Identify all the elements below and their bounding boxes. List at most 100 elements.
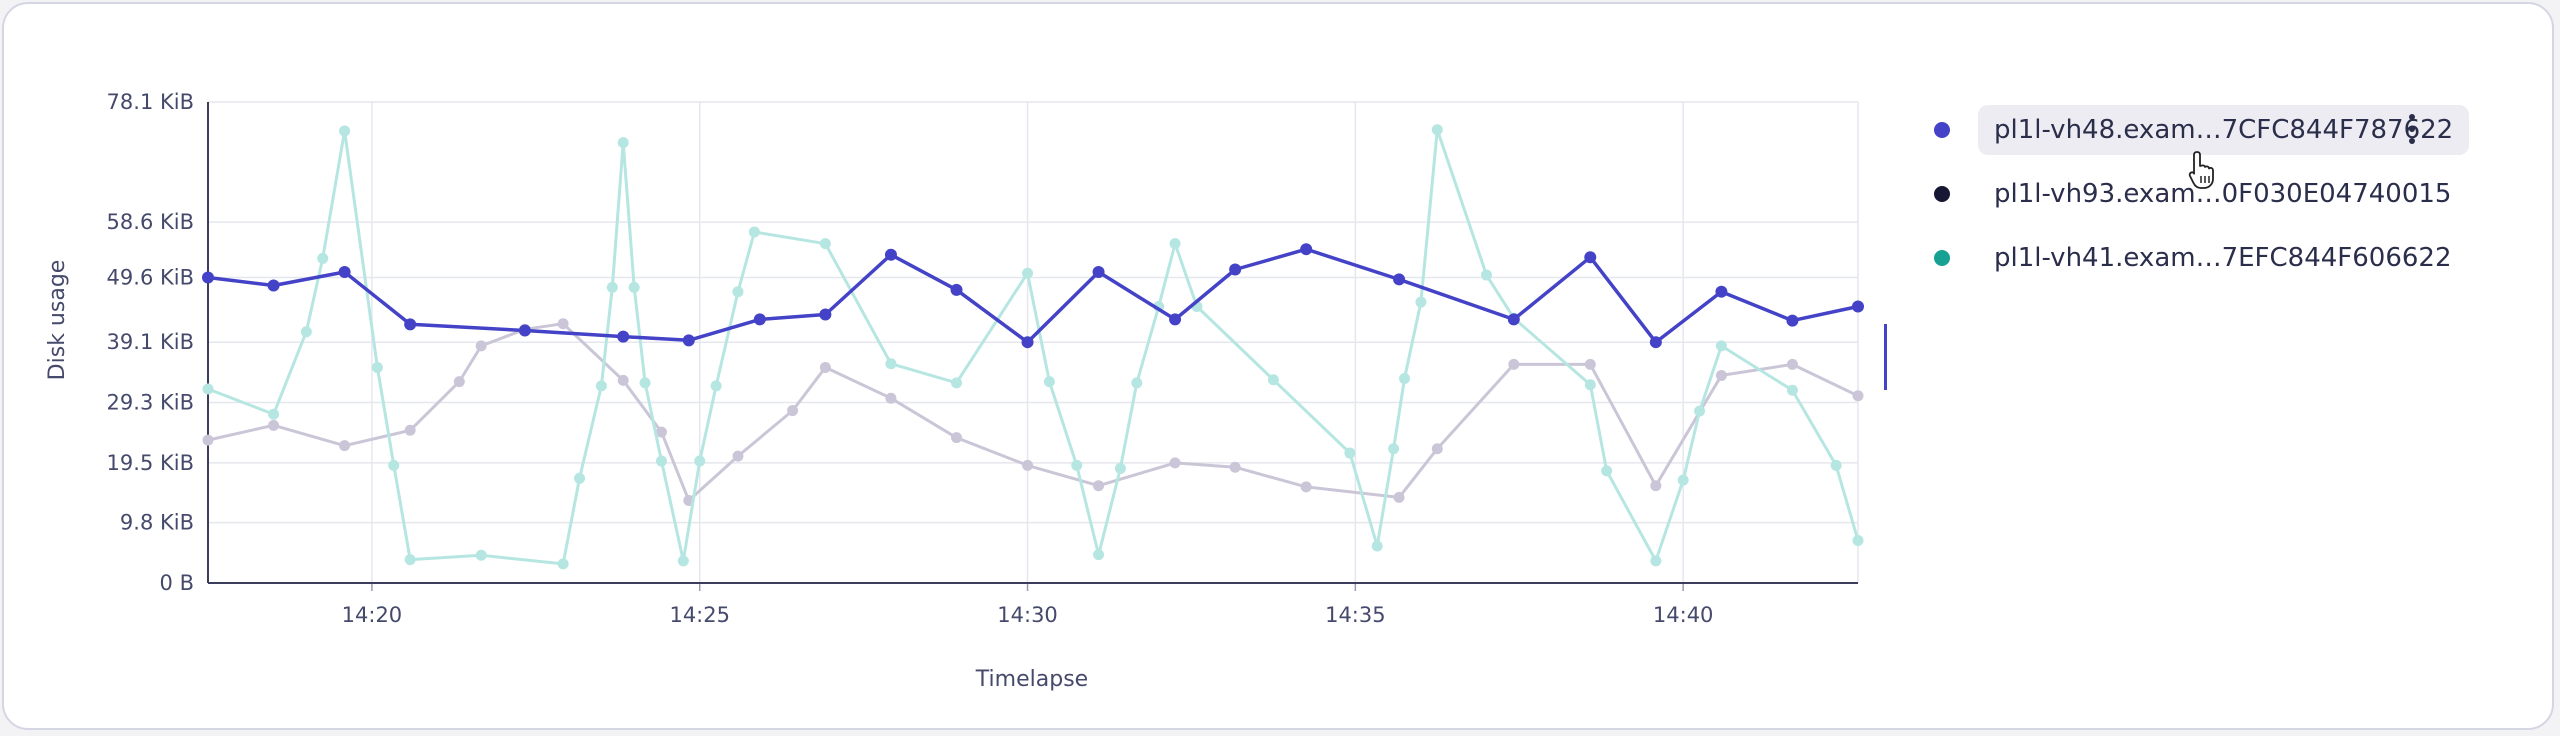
data-point [339,125,351,137]
data-point [574,472,586,484]
data-point [787,405,799,417]
data-point [950,283,963,296]
hand-cursor-icon [2188,151,2214,189]
data-point [1649,336,1662,349]
y-tick-label: 29.3 KiB [107,391,194,415]
data-point [202,383,214,395]
y-tick-label: 49.6 KiB [107,266,194,290]
data-point [1715,340,1727,352]
data-point [1584,251,1597,264]
data-point [1022,459,1034,471]
data-point [202,434,214,446]
data-point [1786,358,1798,370]
data-point [1507,313,1520,326]
x-tick-label: 14:30 [997,603,1058,627]
data-point [885,392,897,404]
data-point [1131,377,1143,389]
data-point [404,424,416,436]
data-point [1300,243,1313,256]
legend-item-vh41[interactable]: pl1l-vh41.exam…7EFC844F606622 [1918,230,2478,286]
data-point [1715,285,1728,298]
data-point [1071,459,1083,471]
data-point [1393,491,1405,503]
data-point [475,549,487,561]
data-point [339,440,351,452]
data-point [885,358,897,370]
data-point [1601,465,1613,477]
data-point [628,281,640,293]
data-point [1344,447,1356,459]
data-point [317,252,329,264]
data-point [1480,269,1492,281]
data-point [1830,459,1842,471]
data-point [300,326,312,338]
x-tick-label: 14:40 [1653,603,1714,627]
y-tick-label: 78.1 KiB [107,90,194,114]
x-axis-ticks: 14:20 14:25 14:30 14:35 14:40 [342,603,1714,627]
data-point [1786,384,1798,396]
legend-label-vh48[interactable]: pl1l-vh48.exam…7CFC844F787622 [1978,105,2470,155]
data-point [617,374,629,386]
chart-grid [208,101,1859,591]
data-point [884,248,897,261]
data-point [617,330,630,343]
series-3 [202,124,1864,570]
data-point [1169,457,1181,469]
data-point [655,455,667,467]
legend-label-vh41[interactable]: pl1l-vh41.exam…7EFC844F606622 [1994,243,2452,273]
data-point [1399,373,1411,385]
data-point [1694,405,1706,417]
y-tick-label: 9.8 KiB [120,511,194,535]
data-point [453,376,465,388]
x-tick-label: 14:20 [342,603,403,627]
data-point [606,281,618,293]
data-point [1093,549,1105,561]
data-point [404,318,417,331]
data-point [732,450,744,462]
series-2 [202,318,1864,506]
data-point [951,377,963,389]
x-axis-title: Timelapse [975,667,1088,692]
data-point [1786,314,1799,327]
data-point [1715,369,1727,381]
data-point [1852,300,1864,313]
legend: pl1l-vh48.exam…7CFC844F787622 pl1l-vh93.… [1918,102,2478,294]
data-point [1022,267,1034,279]
data-point [951,432,963,444]
legend-label-vh93[interactable]: pl1l-vh93.exam…0F030E04740015 [1994,179,2452,209]
data-point [1169,313,1182,326]
data-point [732,286,744,298]
data-point [819,361,831,373]
data-point [694,455,706,467]
series-1 [202,243,1864,349]
data-point [1114,462,1126,474]
y-axis-ticks: 0 B 9.8 KiB 19.5 KiB 29.3 KiB 39.1 KiB 49.6 K… [107,90,194,595]
y-tick-label: 39.1 KiB [107,330,194,354]
data-point [1371,540,1383,552]
data-point [1852,390,1864,402]
data-point [557,318,569,330]
data-point [1431,443,1443,455]
legend-item-vh48[interactable]: pl1l-vh48.exam…7CFC844F787622 [1918,102,2478,158]
data-point [1852,535,1864,547]
data-point [1229,461,1241,473]
data-point [655,426,667,438]
data-point [475,340,487,352]
data-point [1300,481,1312,493]
data-point [1093,480,1105,492]
y-axis-title: Disk usage [45,260,70,381]
series-layer [202,124,1864,570]
data-point [267,279,280,292]
data-point [557,558,569,570]
data-point [1508,358,1520,370]
legend-item-vh93[interactable]: pl1l-vh93.exam…0F030E04740015 [1918,166,2478,222]
data-point [819,238,831,250]
data-point [1650,555,1662,567]
data-point [617,137,629,149]
data-point [1584,379,1596,391]
data-point [682,334,695,347]
more-options-icon[interactable] [2402,114,2422,144]
data-point [1021,336,1034,349]
data-point [595,380,607,392]
